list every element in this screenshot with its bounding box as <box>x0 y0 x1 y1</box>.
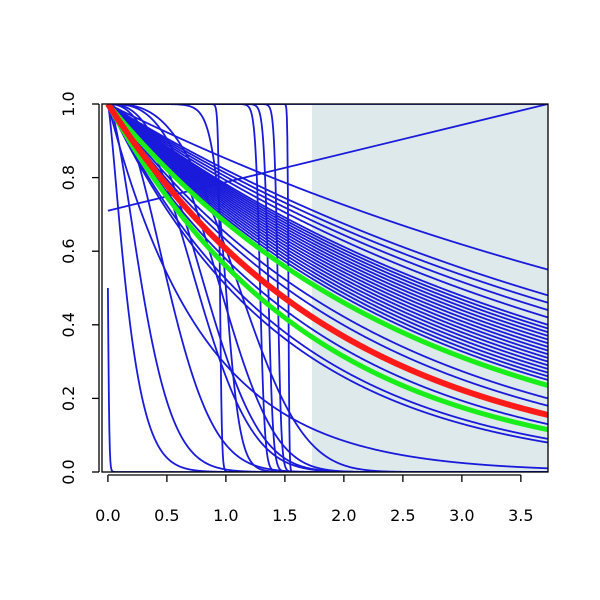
x-tick-label: 0.0 <box>95 506 120 525</box>
green-series-line-44 <box>105 104 548 433</box>
blue-series-line-10 <box>107 104 548 337</box>
blue-series-line-34 <box>107 104 548 472</box>
blue-series-line-28 <box>107 104 548 470</box>
blue-series-line-21 <box>107 104 548 378</box>
green-series-line-43 <box>105 104 548 388</box>
blue-series-line-8 <box>107 104 548 330</box>
blue-series-line-5 <box>107 104 548 311</box>
y-tick-label: 0.2 <box>59 386 78 411</box>
blue-series-line-7 <box>107 104 548 326</box>
x-tick-label: 3.5 <box>508 506 533 525</box>
y-tick-label: 0.0 <box>59 459 78 484</box>
axes: 0.0 0.5 1.0 1.5 2.0 2.5 3.0 3.5 0.0 0.2 0.4 0.6 0.8 1… <box>59 91 549 525</box>
x-tick-label: 3.0 <box>449 506 474 525</box>
x-tick-label: 1.0 <box>213 506 238 525</box>
series-layer <box>105 104 548 472</box>
blue-series-line-19 <box>107 104 548 370</box>
blue-series-line-6 <box>107 104 548 319</box>
blue-series-line-2 <box>107 104 548 271</box>
blue-series-line-4 <box>107 104 548 304</box>
x-tick-label: 2.5 <box>390 506 415 525</box>
blue-series-line-9 <box>107 104 548 334</box>
x-tick-label: 1.5 <box>272 506 297 525</box>
x-tick-label: 0.5 <box>154 506 179 525</box>
blue-series-line-30 <box>107 104 548 472</box>
y-tick-label: 0.4 <box>59 312 78 337</box>
blue-series-line-18 <box>107 104 548 367</box>
x-tick-label: 2.0 <box>331 506 356 525</box>
blue-series-line-29 <box>107 104 548 472</box>
blue-series-line-17 <box>107 104 548 363</box>
y-tick-label: 0.8 <box>59 165 78 190</box>
blue-series-line-11 <box>107 104 548 341</box>
blue-series-line-23 <box>107 104 548 400</box>
plot-frame <box>101 103 549 473</box>
blue-series-line-33 <box>107 104 548 472</box>
red-series-line-45 <box>105 104 548 418</box>
y-tick-label: 0.6 <box>59 238 78 263</box>
blue-series-line-13 <box>107 104 548 348</box>
blue-series-line-0 <box>107 104 548 212</box>
y-tick-label: 1.0 <box>59 91 78 116</box>
blue-series-line-35 <box>107 104 548 472</box>
blue-series-line-12 <box>107 104 548 345</box>
blue-series-line-20 <box>107 104 548 374</box>
blue-series-line-26 <box>107 104 548 440</box>
blue-series-line-24 <box>107 104 548 407</box>
